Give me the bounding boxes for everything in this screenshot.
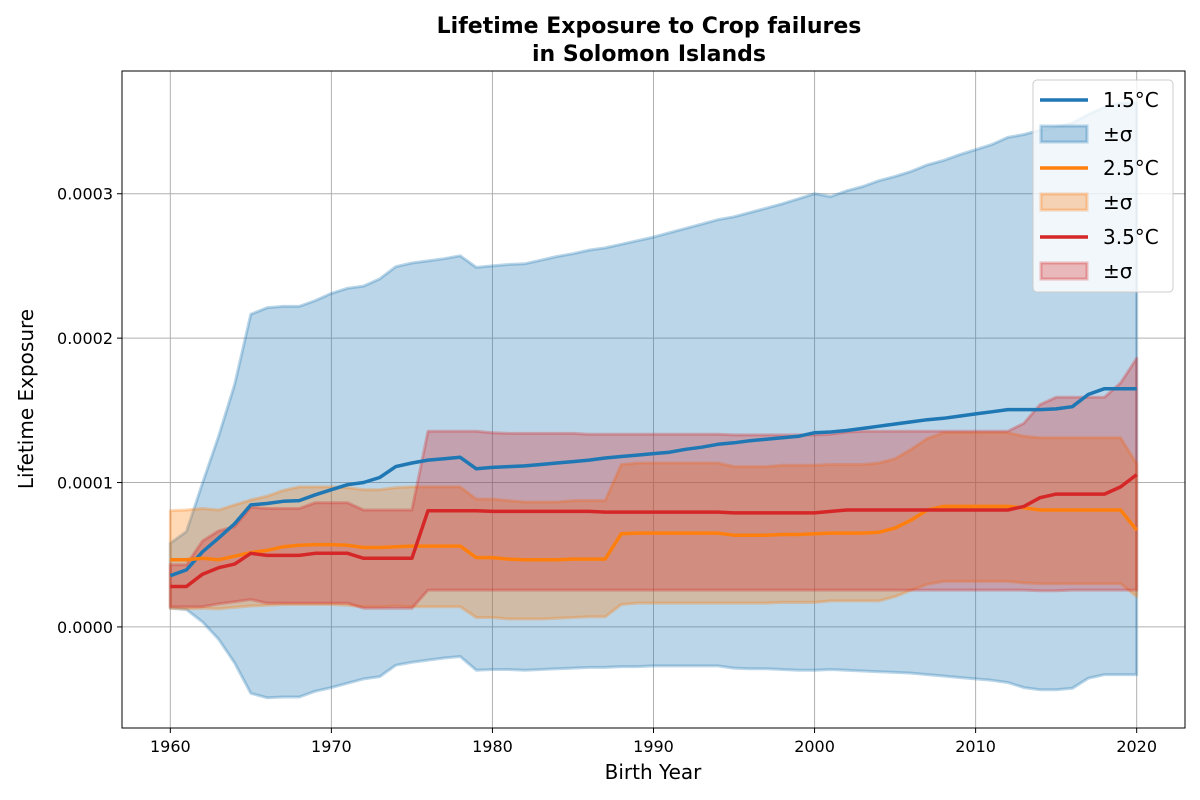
y-tick-label: 0.0003	[57, 185, 113, 204]
band-series-1	[168, 101, 1139, 700]
legend-label: ±σ	[1103, 190, 1133, 214]
legend-box	[1032, 79, 1174, 293]
series-lines	[169, 386, 1139, 589]
legend-label: 2.5°C	[1103, 156, 1159, 180]
x-axis-label: Birth Year	[605, 760, 702, 784]
line-series-2	[170, 504, 1139, 562]
x-tick-label: 1980	[472, 737, 513, 756]
x-tick-label: 2020	[1116, 737, 1157, 756]
legend: 1.5°C ±σ 2.5°C ±σ 3.5°C ±σ	[1032, 79, 1174, 293]
x-tick-label: 1990	[633, 737, 674, 756]
x-tick-label: 2000	[794, 737, 835, 756]
band-series-2	[168, 431, 1139, 621]
legend-label: 1.5°C	[1103, 88, 1159, 112]
x-tick-label: 2010	[955, 737, 996, 756]
grid-lines	[122, 71, 1185, 728]
x-axis-ticks: 1960 1970 1980 1990 2000 2010 2020	[150, 728, 1157, 756]
legend-band-swatch	[1039, 192, 1089, 212]
legend-band-swatch	[1039, 124, 1089, 144]
chart-title-line-2: in Solomon Islands	[532, 42, 766, 67]
legend-label: 3.5°C	[1103, 225, 1159, 249]
y-axis-ticks: 0.0000 0.0001 0.0002 0.0003	[57, 185, 122, 637]
line-series-3	[170, 473, 1138, 589]
chart-title-line-1: Lifetime Exposure to Crop failures	[437, 14, 862, 39]
legend-band-swatch	[1039, 261, 1089, 281]
line-series-1	[169, 386, 1137, 578]
x-tick-label: 1960	[150, 737, 191, 756]
y-tick-label: 0.0001	[57, 474, 113, 493]
y-tick-label: 0.0000	[57, 618, 113, 637]
y-tick-label: 0.0002	[57, 329, 113, 348]
x-tick-label: 1970	[311, 737, 352, 756]
y-axis-label: Lifetime Exposure	[14, 309, 38, 489]
legend-label: ±σ	[1103, 259, 1133, 283]
legend-label: ±σ	[1103, 122, 1133, 146]
